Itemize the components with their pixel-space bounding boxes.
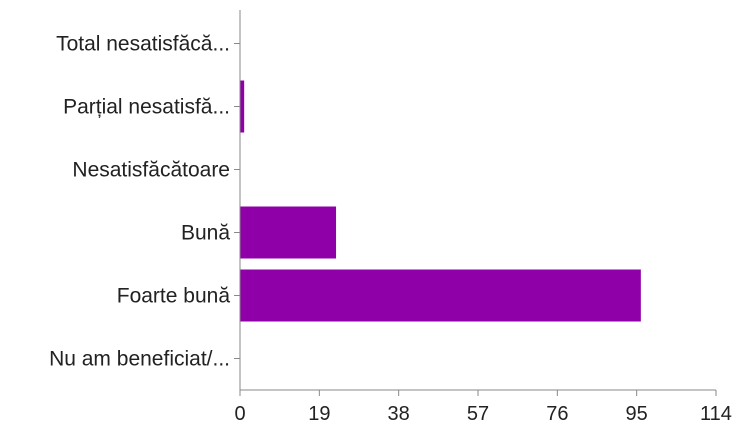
category-label: Parțial nesatisfă... xyxy=(63,96,230,119)
x-tick-label: 95 xyxy=(626,403,648,425)
bar xyxy=(240,206,337,259)
x-tick-label: 57 xyxy=(467,403,489,425)
category-labels: Total nesatisfăcă... Parțial nesatisfă...… xyxy=(49,33,230,371)
bars xyxy=(240,80,641,322)
category-label: Nu am beneficiat/... xyxy=(49,348,230,371)
category-label: Nesatisfăcătoare xyxy=(72,159,230,182)
x-tick-label: 19 xyxy=(308,403,330,425)
axes xyxy=(234,10,716,391)
x-tick-label: 0 xyxy=(234,403,245,425)
bar xyxy=(240,80,245,133)
x-tick-label: 114 xyxy=(700,403,732,425)
x-tick-label: 76 xyxy=(546,403,568,425)
x-axis-ticks: 0 19 38 57 76 95 114 xyxy=(234,390,732,425)
category-label: Foarte bună xyxy=(117,285,231,308)
category-label: Total nesatisfăcă... xyxy=(56,33,230,56)
bar xyxy=(240,269,641,322)
x-tick-label: 38 xyxy=(388,403,410,425)
category-label: Bună xyxy=(181,222,230,245)
